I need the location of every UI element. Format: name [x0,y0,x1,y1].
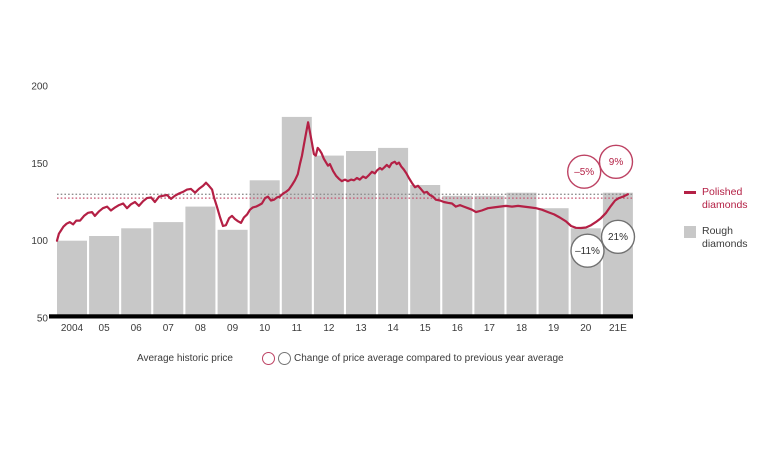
annotation-label-1: 9% [609,157,624,168]
x-tick-21E: 21E [609,323,627,334]
x-tick-05: 05 [99,323,111,334]
x-tick-07: 07 [163,323,175,334]
annotation-circle-2 [570,233,605,268]
annotation-label-0: –5% [574,167,594,178]
rough-bar-21E [602,192,633,316]
rough-bar-18 [506,192,537,316]
change-note-label: Change of price average compared to prev… [294,353,564,364]
annotation-label-3: 21% [608,232,628,243]
legend-polished-label: Polished diamonds [702,186,748,211]
x-tick-10: 10 [259,323,271,334]
legend-entry-polished: Polished diamonds [684,186,774,211]
x-axis-baseline [49,314,633,319]
rough-bar-13 [346,151,376,316]
annotation-circle-0 [567,154,602,189]
rough-bar-08 [185,206,216,316]
rough-bar-2004 [57,240,87,316]
rough-bar-06 [121,228,152,316]
y-tick-50: 50 [37,314,49,325]
average-price-dotted-icon [101,356,132,363]
y-tick-150: 150 [31,159,48,170]
x-tick-11: 11 [292,323,303,334]
legend-rough-label: Rough diamonds [702,225,748,250]
x-tick-13: 13 [355,323,367,334]
polished-line-swatch-icon [684,191,696,194]
rough-bar-11 [281,116,312,317]
rough-bar-17 [474,195,505,316]
rough-bar-07 [153,222,184,316]
rough-bar-swatch-icon [684,226,696,238]
rough-change-circle-icon [278,352,291,365]
average-price-label: Average historic price [137,353,233,364]
y-tick-100: 100 [31,236,48,247]
rough-bar-19 [538,208,569,316]
rough-bar-15 [410,185,441,316]
x-tick-17: 17 [484,323,496,334]
x-tick-12: 12 [323,323,335,334]
rough-bar-10 [249,180,280,316]
legend-entry-rough: Rough diamonds [684,225,774,250]
x-tick-20: 20 [580,323,592,334]
x-tick-2004: 2004 [61,323,84,334]
x-tick-19: 19 [548,323,560,334]
x-tick-08: 08 [195,323,207,334]
x-tick-09: 09 [227,323,239,334]
rough-bar-09 [217,229,248,316]
polished-change-circle-icon [262,352,275,365]
annotation-circle-3 [600,219,636,255]
rough-bar-14 [378,147,409,316]
annotation-label-2: –11% [575,246,600,257]
x-tick-06: 06 [131,323,143,334]
annotation-circle-1 [598,144,634,180]
x-tick-14: 14 [388,323,400,334]
rough-bar-12 [313,155,344,316]
rough-bar-05 [89,236,120,316]
legend-bottom: Average historic price Change of price a… [0,349,775,371]
x-tick-18: 18 [516,323,528,334]
x-tick-15: 15 [420,323,432,334]
rough-bar-16 [442,195,473,316]
y-tick-200: 200 [31,82,48,93]
x-tick-16: 16 [452,323,464,334]
legend-right: Polished diamonds Rough diamonds [684,186,774,250]
polished-price-line [55,121,630,242]
